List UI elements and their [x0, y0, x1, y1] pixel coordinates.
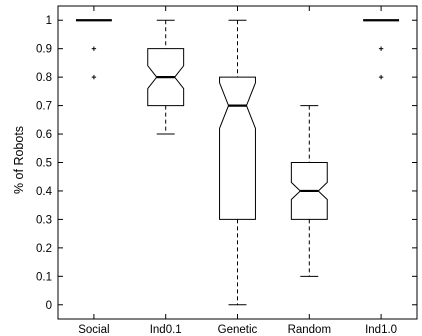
- y-tick-label: 0.4: [36, 186, 53, 198]
- box-body: [147, 48, 185, 107]
- x-axis: Social Ind0.1 Genetic Random Ind1.0: [78, 6, 397, 336]
- y-tick-label: 0.9: [36, 44, 52, 56]
- y-tick-label: 0.7: [36, 101, 52, 113]
- x-tick-label: Genetic: [218, 324, 258, 336]
- box-social: [75, 19, 112, 80]
- y-axis: 0 0.1 0.2 0.3 0.4 0.5 0.6 0.7 0.8 0.9 1: [36, 15, 417, 312]
- y-tick-label: 0.8: [36, 72, 52, 84]
- y-axis-title: % of Robots: [12, 126, 26, 194]
- y-tick-label: 1: [46, 15, 52, 27]
- box-genetic: [219, 19, 256, 306]
- outlier-marker: [378, 74, 384, 80]
- outlier-marker: [378, 46, 384, 51]
- outlier-marker: [91, 74, 97, 80]
- x-tick-label: Social: [78, 324, 109, 336]
- y-tick-label: 0.1: [36, 271, 52, 283]
- box-ind0-1: [147, 19, 185, 135]
- boxes-layer: [75, 19, 400, 306]
- y-tick-label: 0.5: [36, 158, 52, 170]
- y-tick-label: 0.3: [36, 214, 52, 226]
- y-tick-label: 0.6: [36, 129, 52, 141]
- box-body: [219, 76, 256, 220]
- y-tick-label: 0: [46, 300, 52, 312]
- box-ind1-0: [363, 19, 400, 80]
- x-tick-label: Ind1.0: [365, 324, 397, 336]
- y-tick-label: 0.2: [36, 243, 52, 255]
- outlier-marker: [91, 46, 97, 51]
- x-tick-label: Random: [288, 324, 331, 336]
- box-random: [290, 105, 328, 277]
- box-body: [290, 162, 328, 220]
- x-tick-label: Ind0.1: [150, 324, 182, 336]
